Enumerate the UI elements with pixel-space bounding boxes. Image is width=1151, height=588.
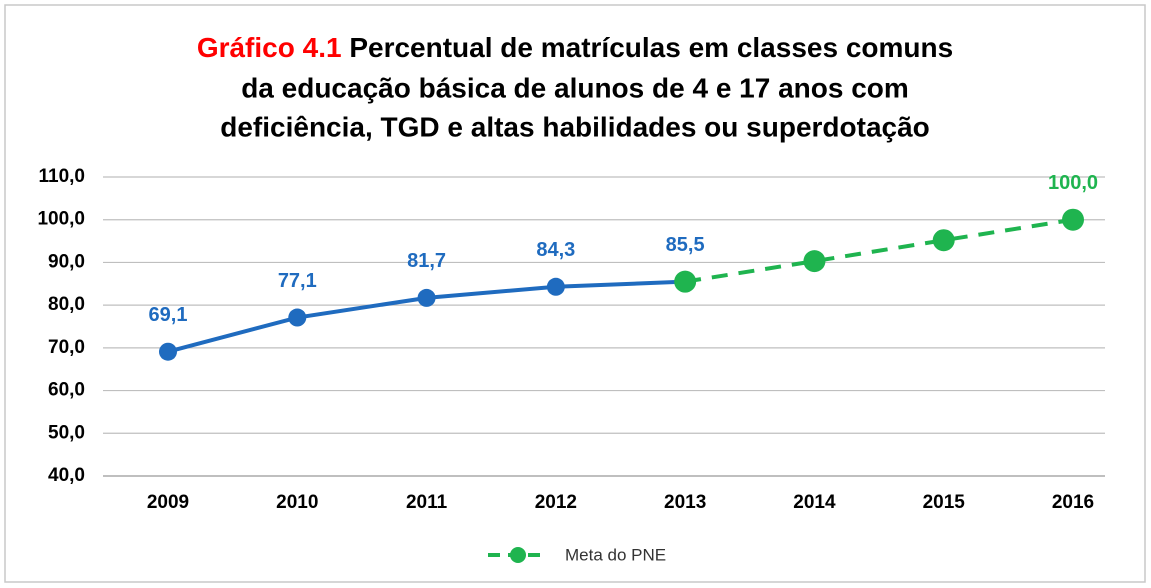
data-label: 84,3: [536, 239, 575, 261]
y-tick-label: 90,0: [48, 251, 85, 272]
x-tick-label: 2011: [406, 492, 448, 513]
series-line: [684, 217, 1074, 284]
y-tick-label: 100,0: [37, 209, 85, 230]
y-tick-label: 60,0: [48, 380, 85, 401]
data-point: [674, 270, 697, 293]
y-tick-label: 110,0: [39, 166, 86, 187]
data-point: [546, 277, 565, 296]
title-number: Gráfico 4.1: [197, 32, 342, 63]
y-tick-label: 70,0: [48, 337, 85, 358]
legend-label: Meta do PNE: [565, 545, 666, 564]
chart-border: [4, 4, 1146, 583]
x-tick-label: 2015: [923, 492, 966, 513]
x-tick-label: 2014: [793, 492, 836, 513]
title-line: deficiência, TGD e altas habilidades ou …: [220, 111, 930, 142]
x-tick-label: 2016: [1052, 492, 1094, 513]
data-point: [932, 229, 955, 252]
title-line: da educação básica de alunos de 4 e 17 a…: [241, 72, 909, 103]
data-point: [1062, 208, 1084, 231]
x-tick-label: 2013: [664, 492, 706, 513]
data-point: [159, 342, 177, 361]
x-tick-label: 2010: [276, 492, 318, 513]
data-label: 85,5: [666, 234, 705, 256]
chart-title: Gráfico 4.1 Percentual de matrículas em …: [197, 32, 953, 63]
title-line: Percentual de matrículas em classes comu…: [349, 32, 953, 63]
data-label: 77,1: [278, 270, 317, 292]
data-point: [417, 288, 436, 307]
data-point: [288, 308, 307, 327]
data-label: 100,0: [1048, 172, 1098, 194]
legend-marker: [510, 547, 526, 563]
y-tick-label: 80,0: [48, 294, 85, 315]
x-tick-label: 2012: [535, 492, 577, 513]
y-tick-label: 50,0: [48, 422, 85, 443]
data-point: [803, 250, 826, 273]
x-tick-label: 2009: [147, 492, 189, 513]
data-label: 81,7: [407, 250, 446, 272]
y-tick-label: 40,0: [48, 465, 85, 486]
data-label: 69,1: [149, 304, 188, 326]
